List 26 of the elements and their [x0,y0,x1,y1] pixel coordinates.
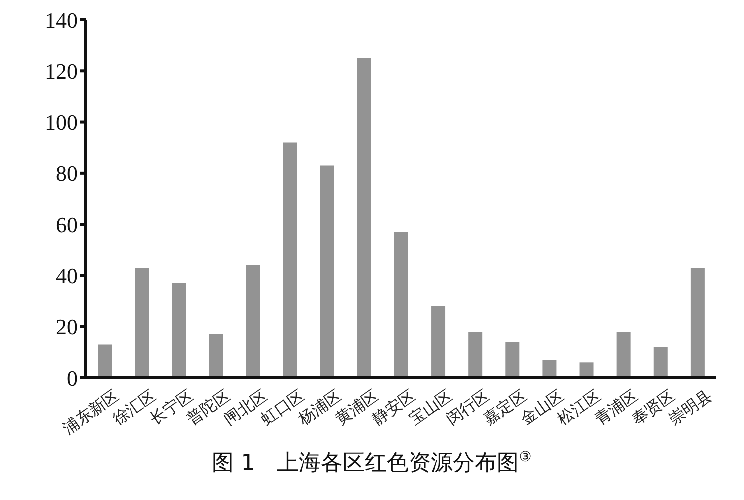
bar [432,306,446,378]
y-tick-label: 60 [56,212,78,238]
bar [616,332,631,378]
bar [690,268,705,378]
bar [580,362,594,378]
y-tick-label: 140 [45,8,78,33]
y-tick-label: 100 [45,110,78,136]
bar [394,232,408,378]
text: 图 1 上海各区红色资源分布图$^{③}$ [212,450,532,476]
y-tick-label: 20 [56,314,78,340]
bar [320,166,334,378]
bar [135,268,150,378]
bar [246,265,260,378]
bar [468,332,483,378]
y-tick-label: 80 [56,161,78,186]
y-tick-label: 40 [56,264,78,289]
y-tick-label: 120 [45,58,78,84]
bar [172,283,186,378]
bar [283,142,298,378]
bar [654,347,668,378]
y-tick-label: 0 [67,366,78,391]
bar [209,334,224,378]
bar [98,344,112,378]
bar [357,58,372,378]
bar [506,342,520,378]
bar [542,360,557,378]
